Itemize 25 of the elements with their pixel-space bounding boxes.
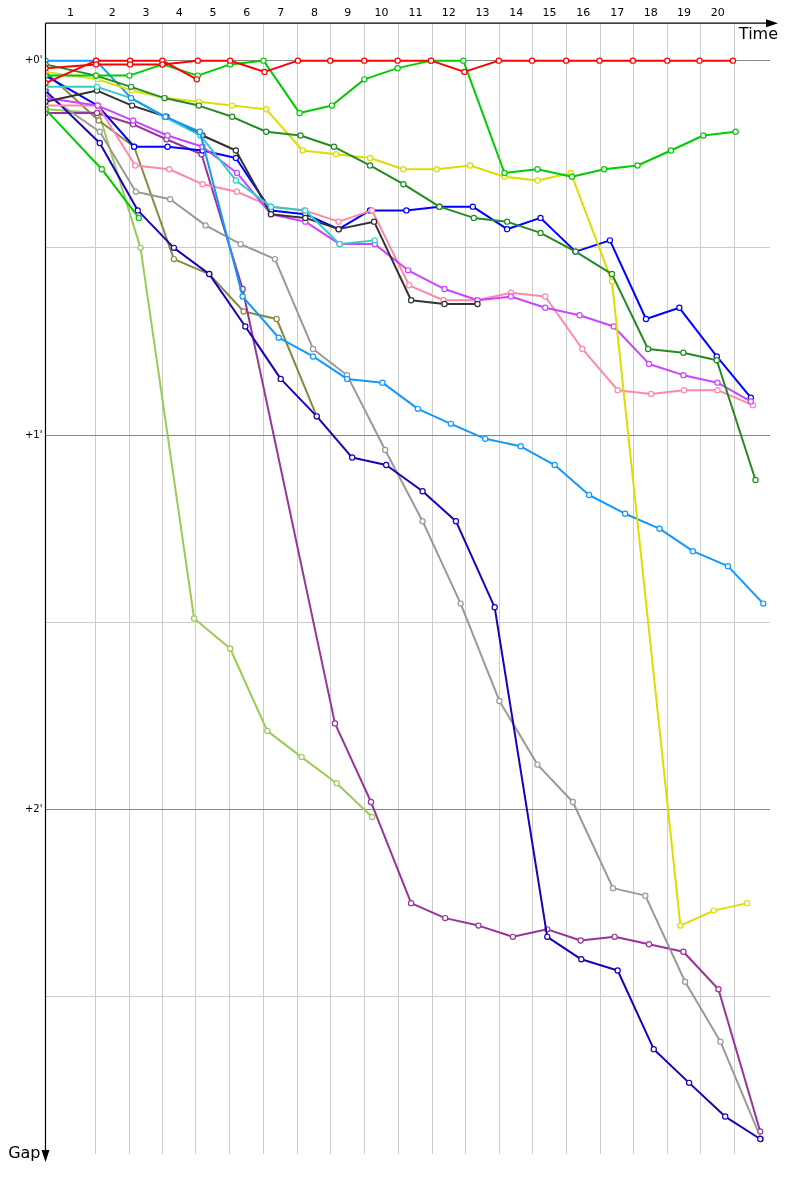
x-tick-label: 4: [175, 6, 183, 20]
x-tick-label: 13: [475, 6, 490, 20]
x-tick-label: 19: [677, 6, 692, 20]
x-tick-label: 16: [576, 6, 591, 20]
x-tick-label: 10: [374, 6, 389, 20]
x-tick-label: 5: [209, 6, 217, 20]
x-tick-label: 9: [344, 6, 352, 20]
x-axis-title: Time: [737, 24, 778, 44]
x-tick-label: 8: [310, 6, 318, 20]
x-tick-label: 14: [509, 6, 524, 20]
x-tick-label: 15: [542, 6, 557, 20]
x-tick-label: 1: [66, 6, 74, 20]
x-tick-label: 6: [243, 6, 251, 20]
x-tick-label: 18: [643, 6, 658, 20]
y-axis-title: Gap: [8, 1143, 41, 1163]
y-tick-label: +0': [24, 54, 43, 66]
x-tick-label: 3: [142, 6, 150, 20]
x-tick-label: 17: [610, 6, 625, 20]
x-tick-label: 11: [408, 6, 423, 20]
y-tick-label: +2': [24, 803, 43, 815]
y-tick-label: +1': [24, 428, 43, 440]
x-tick-label: 20: [710, 6, 725, 20]
x-tick-label: 7: [277, 6, 285, 20]
x-tick-label: 2: [108, 6, 116, 20]
x-tick-label: 12: [441, 6, 456, 20]
